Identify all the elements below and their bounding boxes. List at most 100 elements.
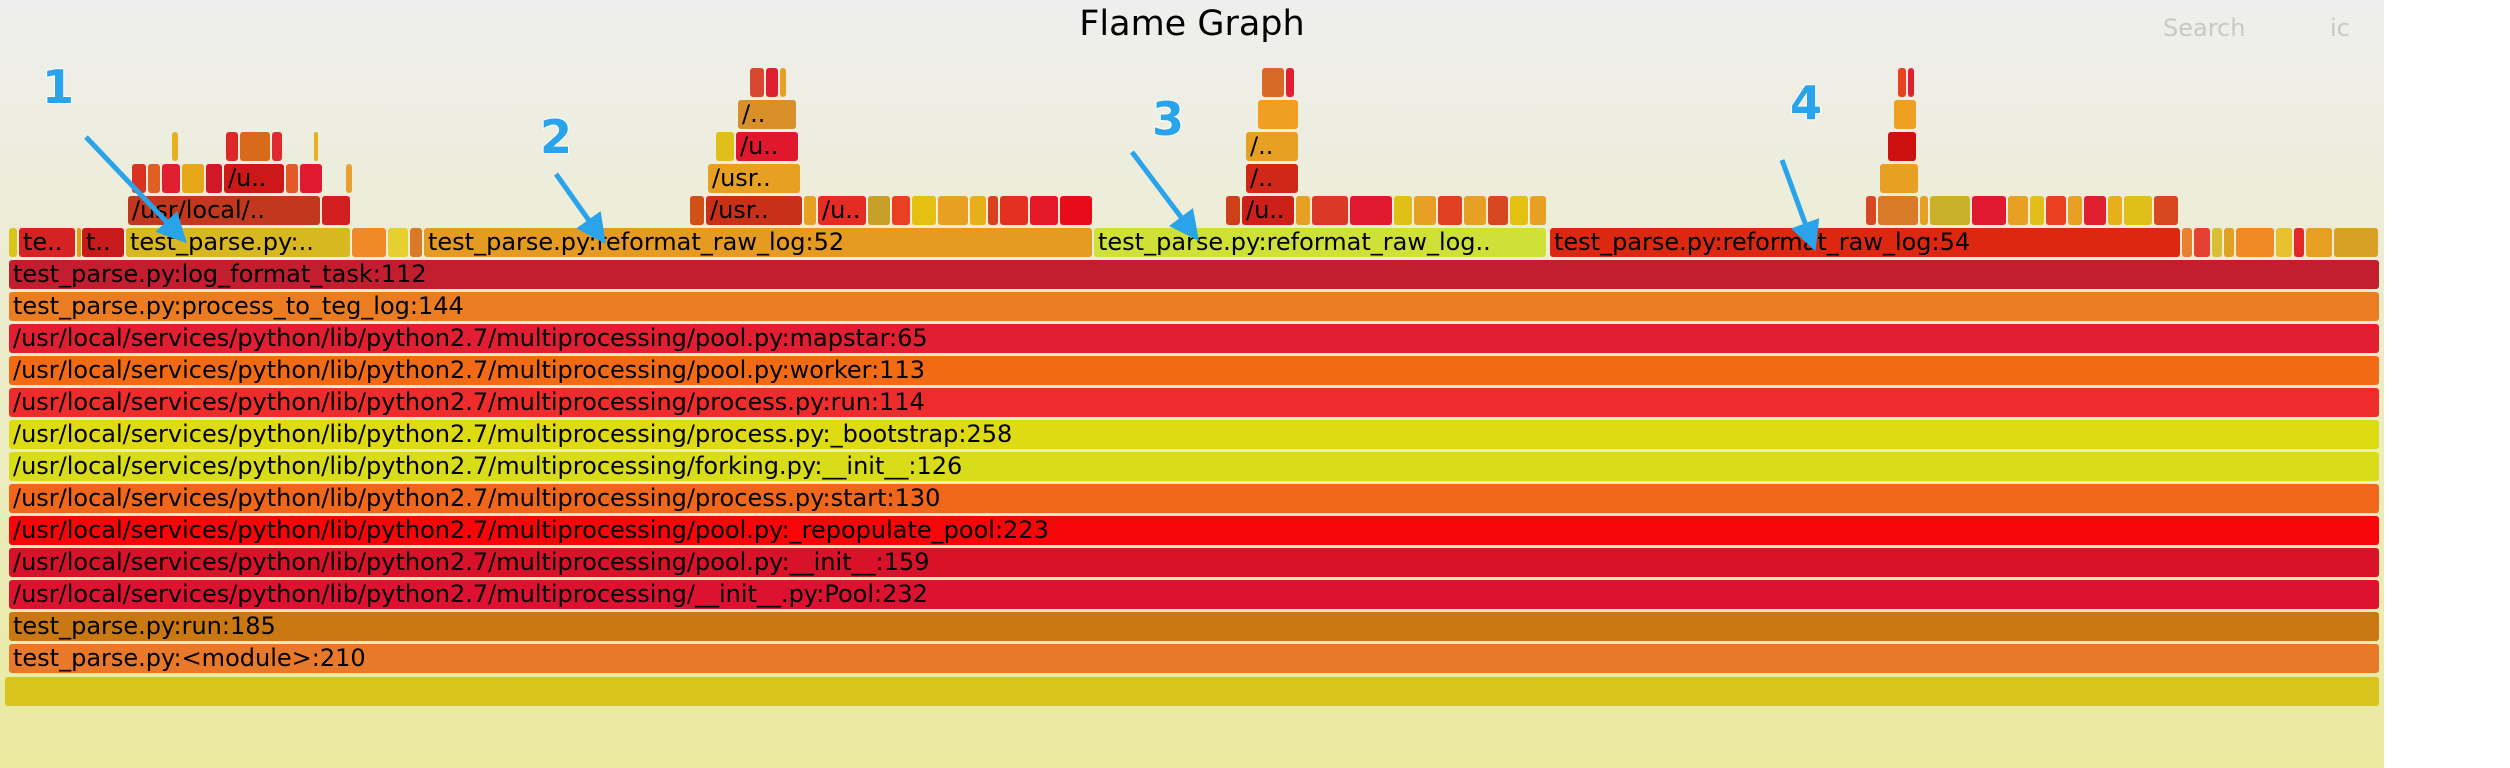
stack-frame-process-start[interactable]: /usr/local/services/python/lib/python2.7…: [9, 484, 2379, 513]
upper-frame[interactable]: [1920, 196, 1928, 225]
branch-frame[interactable]: [2182, 228, 2192, 257]
upper-frame[interactable]: [2084, 196, 2106, 225]
upper-frame[interactable]: [780, 68, 786, 97]
upper-frame[interactable]: [2124, 196, 2152, 225]
upper-frame[interactable]: [690, 196, 704, 225]
upper-frame-u-2[interactable]: /u..: [818, 196, 866, 225]
upper-frame[interactable]: [1930, 196, 1970, 225]
upper-frame[interactable]: [346, 164, 352, 193]
upper-frame[interactable]: [1898, 68, 1906, 97]
upper-frame[interactable]: [1510, 196, 1528, 225]
upper-frame[interactable]: [1286, 68, 1294, 97]
search-button[interactable]: Search: [2163, 14, 2246, 42]
stack-frame-pool-init-159[interactable]: /usr/local/services/python/lib/python2.7…: [9, 548, 2379, 577]
branch-frame[interactable]: [2236, 228, 2274, 257]
branch-frame[interactable]: [2194, 228, 2210, 257]
branch-frame[interactable]: [388, 228, 408, 257]
upper-frame-usr-3[interactable]: /usr..: [708, 164, 800, 193]
ignore-case-toggle[interactable]: ic: [2330, 14, 2350, 42]
stack-frame-pool-init-232[interactable]: /usr/local/services/python/lib/python2.7…: [9, 580, 2379, 609]
upper-frame[interactable]: [1464, 196, 1486, 225]
upper-frame[interactable]: [1908, 68, 1914, 97]
upper-frame[interactable]: [182, 164, 204, 193]
upper-frame[interactable]: [2008, 196, 2028, 225]
stack-frame-repopulate-pool[interactable]: /usr/local/services/python/lib/python2.7…: [9, 516, 2379, 545]
stack-frame-module[interactable]: test_parse.py:<module>:210: [9, 644, 2379, 673]
upper-frame[interactable]: [1972, 196, 2006, 225]
upper-frame[interactable]: [804, 196, 816, 225]
branch-frame[interactable]: [2224, 228, 2234, 257]
upper-frame[interactable]: [2108, 196, 2122, 225]
upper-frame[interactable]: [206, 164, 222, 193]
branch-frame[interactable]: [2276, 228, 2292, 257]
stack-frame-pool-worker[interactable]: /usr/local/services/python/lib/python2.7…: [9, 356, 2379, 385]
branch-frame[interactable]: [352, 228, 386, 257]
branch-frame[interactable]: [9, 228, 17, 257]
stack-frame-bootstrap[interactable]: /usr/local/services/python/lib/python2.7…: [9, 420, 2379, 449]
upper-frame[interactable]: [2030, 196, 2044, 225]
upper-frame[interactable]: [970, 196, 986, 225]
upper-frame[interactable]: [1296, 196, 1310, 225]
upper-frame-u-1[interactable]: /u..: [224, 164, 284, 193]
upper-frame[interactable]: [1878, 196, 1918, 225]
upper-frame[interactable]: [162, 164, 180, 193]
upper-frame[interactable]: [2046, 196, 2066, 225]
stack-frame-forking-init[interactable]: /usr/local/services/python/lib/python2.7…: [9, 452, 2379, 481]
upper-frame[interactable]: [300, 164, 322, 193]
stack-frame-process-run[interactable]: /usr/local/services/python/lib/python2.7…: [9, 388, 2379, 417]
upper-frame[interactable]: [1262, 68, 1284, 97]
upper-frame[interactable]: [988, 196, 998, 225]
upper-frame-dotdot-3[interactable]: /..: [1246, 132, 1298, 161]
upper-frame[interactable]: [1226, 196, 1240, 225]
upper-frame[interactable]: [1488, 196, 1508, 225]
upper-frame[interactable]: [1894, 100, 1916, 129]
branch-frame-t[interactable]: t..: [82, 228, 124, 257]
upper-frame[interactable]: [148, 164, 160, 193]
upper-frame[interactable]: [1312, 196, 1348, 225]
upper-frame[interactable]: [240, 132, 270, 161]
upper-frame[interactable]: [2154, 196, 2178, 225]
upper-frame[interactable]: [1060, 196, 1092, 225]
upper-frame[interactable]: [1438, 196, 1462, 225]
branch-frame[interactable]: [77, 228, 81, 257]
upper-frame[interactable]: [766, 68, 778, 97]
upper-frame[interactable]: [1888, 132, 1916, 161]
upper-frame[interactable]: [1030, 196, 1058, 225]
upper-frame[interactable]: [286, 164, 298, 193]
branch-frame[interactable]: [410, 228, 422, 257]
stack-frame-log-format-task[interactable]: test_parse.py:log_format_task:112: [9, 260, 2379, 289]
root-frame[interactable]: [5, 677, 2379, 706]
upper-frame-dotdot-1[interactable]: /..: [738, 100, 796, 129]
upper-frame[interactable]: [1866, 196, 1876, 225]
branch-frame[interactable]: [2334, 228, 2378, 257]
stack-frame-run[interactable]: test_parse.py:run:185: [9, 612, 2379, 641]
upper-frame-usr-2[interactable]: /usr..: [706, 196, 802, 225]
upper-frame[interactable]: [172, 132, 178, 161]
branch-frame-te[interactable]: te..: [19, 228, 75, 257]
upper-frame-u-3[interactable]: /u..: [736, 132, 798, 161]
branch-frame-reformat-54[interactable]: test_parse.py:reformat_raw_log:54: [1550, 228, 2180, 257]
upper-frame[interactable]: [322, 196, 350, 225]
upper-frame[interactable]: [2068, 196, 2082, 225]
stack-frame-mapstar[interactable]: /usr/local/services/python/lib/python2.7…: [9, 324, 2379, 353]
branch-frame-reformat-52[interactable]: test_parse.py:reformat_raw_log:52: [424, 228, 1092, 257]
upper-frame[interactable]: [226, 132, 238, 161]
upper-frame[interactable]: [1880, 164, 1918, 193]
upper-frame[interactable]: [1530, 196, 1546, 225]
upper-frame[interactable]: [892, 196, 910, 225]
upper-frame[interactable]: [1350, 196, 1392, 225]
upper-frame-dotdot-2[interactable]: /..: [1246, 164, 1298, 193]
upper-frame[interactable]: [750, 68, 764, 97]
branch-frame[interactable]: [2306, 228, 2332, 257]
upper-frame[interactable]: [868, 196, 890, 225]
upper-frame[interactable]: [1258, 100, 1298, 129]
branch-frame[interactable]: [2294, 228, 2304, 257]
upper-frame-u-4[interactable]: /u..: [1242, 196, 1294, 225]
upper-frame[interactable]: [716, 132, 734, 161]
upper-frame[interactable]: [1414, 196, 1436, 225]
stack-frame-process-to-teg-log[interactable]: test_parse.py:process_to_teg_log:144: [9, 292, 2379, 321]
upper-frame[interactable]: [314, 132, 318, 161]
branch-frame[interactable]: [2212, 228, 2222, 257]
upper-frame[interactable]: [912, 196, 936, 225]
upper-frame[interactable]: [1394, 196, 1412, 225]
